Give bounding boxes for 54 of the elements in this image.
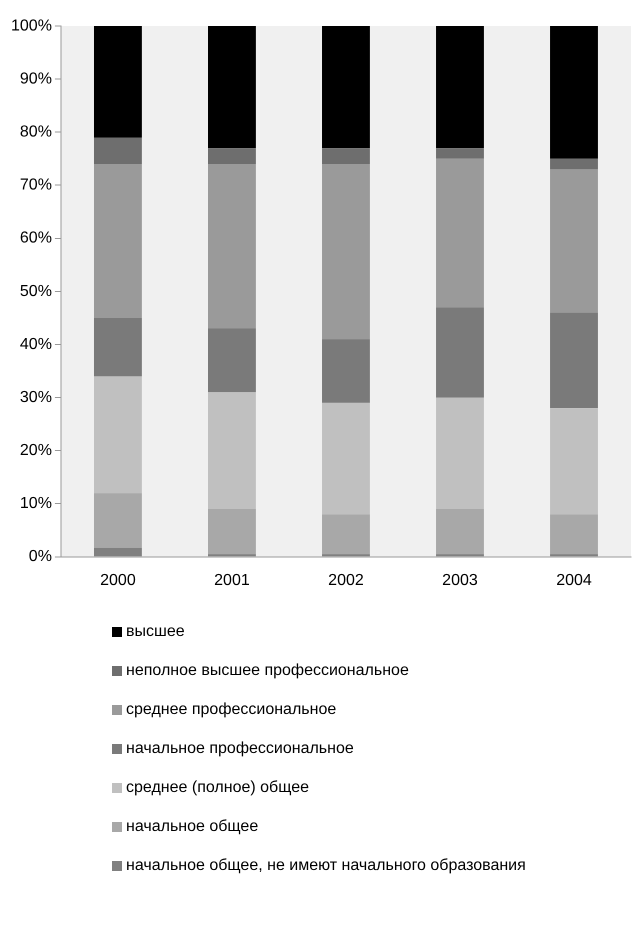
bar [550, 169, 598, 313]
x-tick-label: 2001 [214, 572, 250, 589]
bar [436, 307, 484, 398]
bar [322, 164, 370, 340]
bar [322, 514, 370, 554]
bar [322, 402, 370, 514]
y-tick-label: 70% [20, 176, 52, 194]
legend-label: неполное высшее профессиональное [126, 662, 409, 680]
bar [436, 398, 484, 510]
y-tick-label: 100% [11, 17, 52, 34]
bar [550, 26, 598, 159]
bar [208, 164, 256, 329]
bar [322, 339, 370, 403]
bar [436, 26, 484, 148]
bar [322, 148, 370, 164]
y-tick-label: 20% [20, 442, 52, 460]
bar [436, 148, 484, 159]
bar [436, 158, 484, 308]
bar [94, 548, 142, 556]
y-tick-label: 80% [20, 124, 52, 141]
x-tick-label: 2002 [328, 572, 364, 589]
legend-label: начальное общее, не имеют начального образования [126, 856, 526, 874]
bar [94, 164, 142, 318]
bar [550, 408, 598, 514]
bar [208, 26, 256, 148]
y-tick-label: 60% [20, 230, 52, 247]
y-tick-label: 0% [28, 548, 52, 566]
bar [322, 26, 370, 148]
bar [94, 137, 142, 164]
y-tick-label: 90% [20, 70, 52, 88]
y-tick-label: 40% [20, 336, 52, 353]
bar [94, 26, 142, 138]
bar [550, 158, 598, 170]
x-tick-label: 2004 [556, 572, 592, 589]
bar [208, 148, 256, 164]
y-tick-label: 50% [20, 282, 52, 300]
legend-label: начальное общее [126, 818, 258, 836]
x-tick-label: 2000 [100, 572, 136, 589]
y-tick-label: 30% [20, 388, 52, 406]
bar [550, 514, 598, 554]
bar [208, 328, 256, 392]
legend-label: высшее [126, 622, 185, 640]
legend-label: начальное профессиональное [126, 740, 354, 758]
legend-label: среднее (полное) общее [126, 778, 309, 796]
bar [208, 392, 256, 510]
x-tick-label: 2003 [442, 572, 478, 589]
bar [436, 509, 484, 554]
bar [94, 318, 142, 376]
y-tick-label: 10% [20, 495, 52, 512]
bar [94, 376, 142, 494]
bar [550, 312, 598, 408]
bar [208, 509, 256, 554]
bar [94, 493, 142, 548]
legend-label: среднее профессиональное [126, 700, 336, 718]
